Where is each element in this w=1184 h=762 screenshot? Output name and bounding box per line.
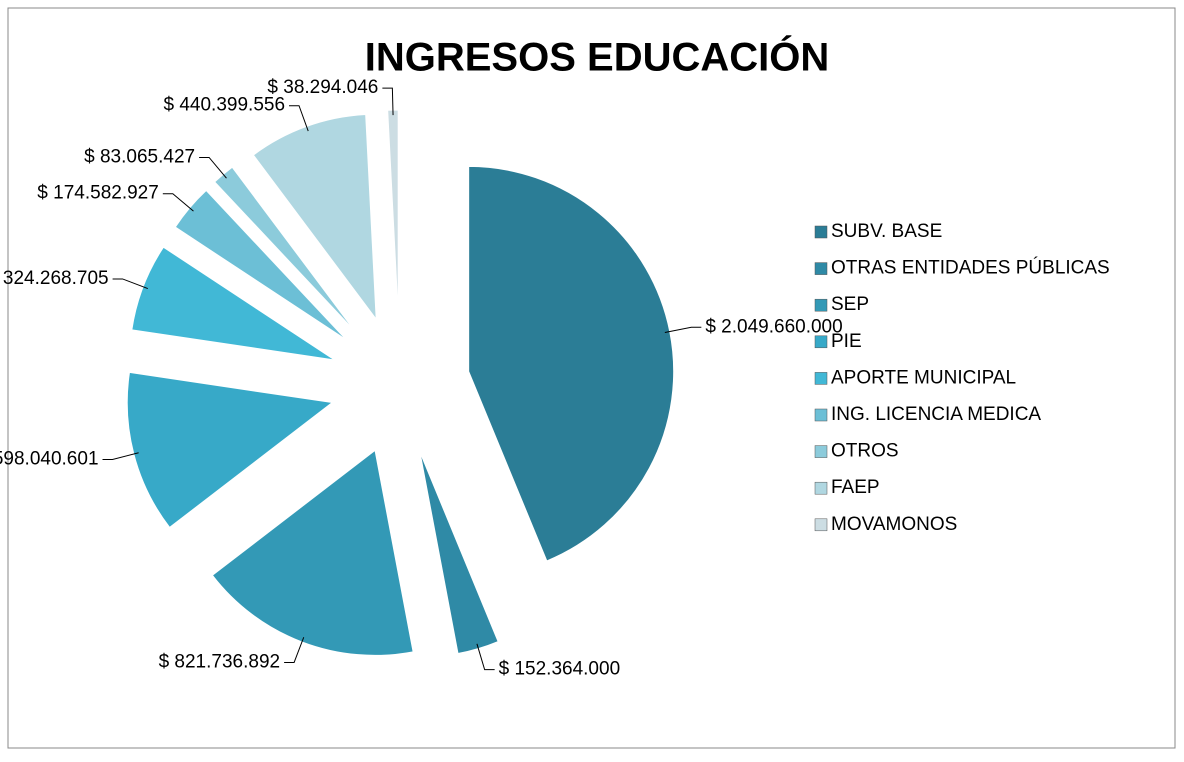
data-label: $ 821.736.892 xyxy=(159,651,281,672)
legend-label: MOVAMONOS xyxy=(831,514,957,535)
legend-swatch xyxy=(814,262,828,275)
legend-swatch xyxy=(814,225,828,239)
data-label: $ 324.268.705 xyxy=(0,268,109,289)
chart-title: INGRESOS EDUCACIÓN xyxy=(365,34,830,80)
data-label: $ 440.399.556 xyxy=(164,95,286,116)
legend-label: OTRAS ENTIDADES PÚBLICAS xyxy=(831,257,1110,279)
data-label: $ 152.364.000 xyxy=(499,659,621,680)
legend-label: SEP xyxy=(831,294,869,315)
leader-line xyxy=(162,193,194,212)
leader-line xyxy=(102,452,139,461)
leader-line xyxy=(664,326,702,334)
leader-line xyxy=(476,643,495,671)
legend-swatch xyxy=(814,372,828,385)
legend-label: SUBV. BASE xyxy=(831,221,942,242)
legend-swatch xyxy=(814,445,828,458)
leader-line xyxy=(289,105,309,132)
legend-label: APORTE MUNICIPAL xyxy=(831,367,1016,388)
legend-label: PIE xyxy=(831,331,862,352)
legend-swatch xyxy=(814,481,828,495)
data-label: $ 83.065.427 xyxy=(84,146,195,167)
leader-line xyxy=(112,278,148,290)
data-label: $ 38.294.046 xyxy=(267,77,378,98)
leader-line xyxy=(382,87,394,116)
legend-label: FAEP xyxy=(831,477,880,498)
legend-swatch xyxy=(814,518,828,532)
data-label: $ 2.049.660.000 xyxy=(705,316,842,337)
legend-swatch xyxy=(814,298,828,312)
legend-label: ING. LICENCIA MEDICA xyxy=(831,404,1041,425)
legend-swatch xyxy=(814,335,828,349)
data-label: $ 174.582.927 xyxy=(37,183,159,204)
legend-swatch xyxy=(814,408,828,422)
legend-label: OTROS xyxy=(831,441,899,462)
leader-line xyxy=(284,637,305,663)
data-label: $ 598.040.601 xyxy=(0,449,99,470)
leader-line xyxy=(199,156,227,179)
